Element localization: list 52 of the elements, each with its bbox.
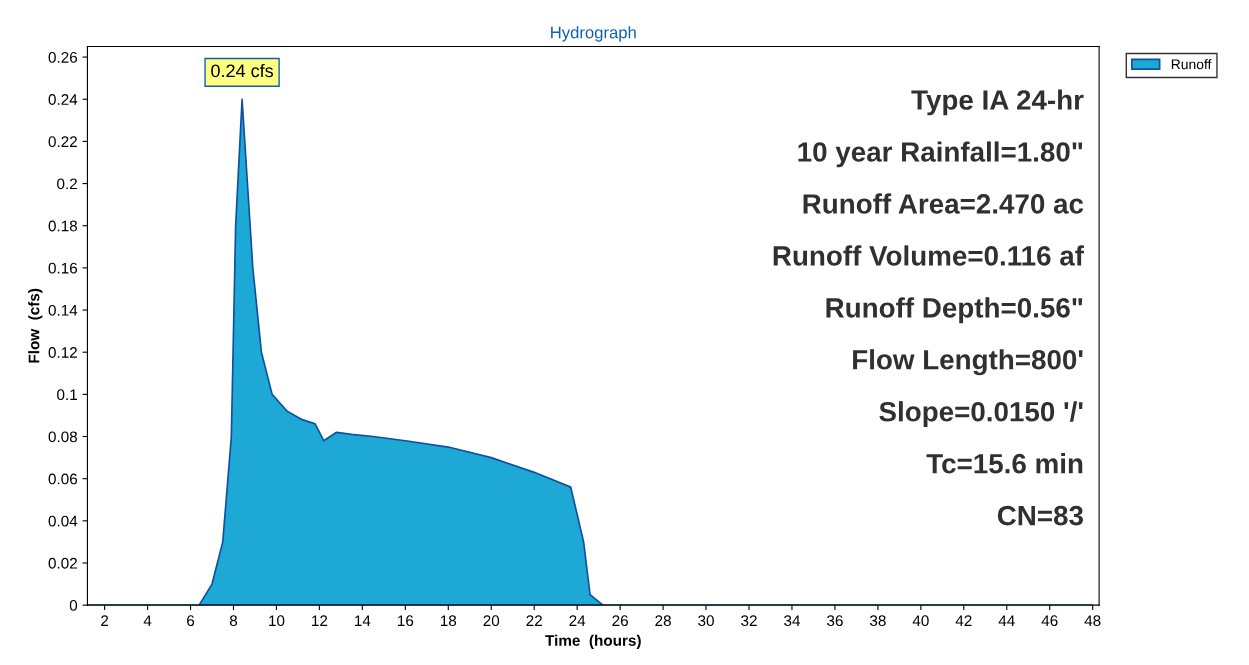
x-tick-label: 48 <box>1084 615 1101 627</box>
x-tick-label: 6 <box>187 615 195 627</box>
annotation: Runoff Volume=0.116 af <box>773 245 1085 266</box>
x-tick-label: 38 <box>869 615 886 627</box>
x-tick-label: 10 <box>269 615 285 627</box>
annotation: Slope=0.0150 '/' <box>879 401 1083 428</box>
x-tick-label: 30 <box>698 615 714 627</box>
x-tick-label: 44 <box>998 615 1015 626</box>
y-tick-label: 0.14 <box>48 304 78 316</box>
x-tick-label: 12 <box>312 615 328 626</box>
annotation: 10 year Rainfall=1.80" <box>798 141 1083 168</box>
y-tick-label: 0.18 <box>48 220 78 232</box>
x-tick-label: 40 <box>912 615 929 627</box>
annotation: Flow Length=800' <box>853 349 1083 376</box>
x-tick-label: 42 <box>955 615 972 626</box>
annotation: Runoff Depth=0.56" <box>826 297 1083 324</box>
legend-label: Runoff <box>1171 59 1212 70</box>
x-tick-label: 26 <box>612 615 628 627</box>
x-tick-label: 16 <box>398 615 414 627</box>
x-tick-label: 18 <box>440 615 457 627</box>
y-tick-label: 0.12 <box>48 347 77 358</box>
annotation: 0.24 cfs <box>211 63 274 78</box>
x-tick-label: 28 <box>655 615 671 627</box>
y-tick-label: 0.2 <box>57 178 77 190</box>
y-tick-label: 0.22 <box>48 136 77 148</box>
annotation: Type IA 24-hr <box>911 89 1084 116</box>
y-tick-label: 0.06 <box>48 473 78 485</box>
x-tick-label: 22 <box>526 615 542 626</box>
x-tick-label: 20 <box>483 615 500 627</box>
x-tick-label: 46 <box>1041 615 1058 627</box>
y-tick-label: 0.24 <box>48 94 78 105</box>
y-axis-title: Flow (cfs) <box>28 288 43 363</box>
annotation: Tc=15.6 min <box>926 453 1083 474</box>
x-tick-label: 14 <box>355 615 371 626</box>
x-tick-label: 32 <box>741 615 757 627</box>
annotation: Runoff Area=2.470 ac <box>803 193 1084 214</box>
y-tick-label: 0.04 <box>48 515 78 527</box>
chart-title: Hydrograph <box>551 26 636 42</box>
y-tick-label: 0.1 <box>57 389 77 401</box>
y-tick-label: 0.26 <box>48 51 78 63</box>
y-tick-label: 0 <box>69 600 78 611</box>
x-tick-label: 2 <box>101 615 109 626</box>
y-tick-label: 0.02 <box>48 557 77 569</box>
x-axis-title: Time (hours) <box>545 634 641 649</box>
x-tick-label: 4 <box>143 615 152 626</box>
x-tick-label: 8 <box>229 615 238 627</box>
x-tick-label: 34 <box>784 615 801 627</box>
y-tick-label: 0.08 <box>48 431 78 443</box>
x-tick-label: 36 <box>827 615 843 627</box>
y-tick-label: 0.16 <box>48 262 78 274</box>
annotation: CN=83 <box>997 505 1083 526</box>
x-tick-label: 24 <box>569 615 586 626</box>
